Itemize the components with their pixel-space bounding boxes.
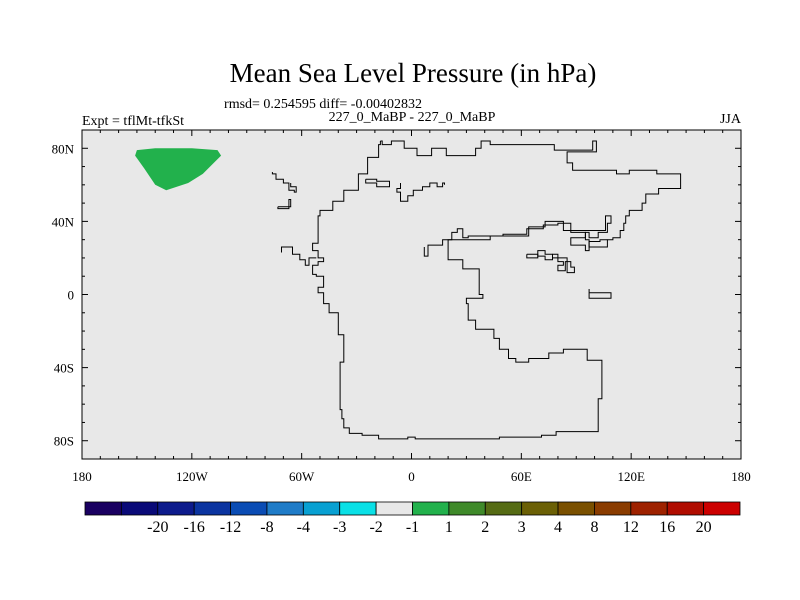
x-tick-label: 60E [511,469,532,484]
y-tick-label: 80N [52,141,75,156]
colorbar-label: 2 [481,519,489,536]
colorbar-swatch [703,501,741,516]
tethys-inner-coastline [423,222,608,257]
x-axis: 180 120W 60W 0 60E 120E 180 [72,130,751,484]
colorbar-swatch [120,501,159,516]
colorbar-swatch [630,501,668,516]
colorbar-label: 3 [518,519,526,536]
stats-label: rmsd= 0.254595 diff= -0.00402832 [224,97,422,112]
colorbar-label: -1 [406,519,419,536]
colorbar-swatch [157,501,195,516]
y-tick-label: 40N [52,214,75,229]
colorbar-swatch [230,501,268,516]
colorbar-swatch [666,501,705,516]
positive-anomaly-region [135,148,222,191]
period-label: 227_0_MaBP - 227_0_MaBP [329,110,496,125]
season-label: JJA [720,112,742,127]
x-tick-label: 180 [731,469,751,484]
chart-title: Mean Sea Level Pressure (in hPa) [230,58,597,88]
west-isle-small [277,199,292,210]
colorbar-label: 20 [696,519,712,536]
north-island-b [396,182,445,202]
west-islands [271,172,297,193]
coastline-layer [271,140,682,440]
colorbar-label: 1 [445,519,453,536]
colorbar: -20 -16 -12 -8 -4 -3 -2 -1 1 2 3 4 8 12 16 20 [84,501,741,536]
colorbar-swatch [193,501,231,516]
x-tick-label: 120W [176,469,209,484]
island-east-1 [526,253,539,259]
west-coast-strip [281,246,317,266]
x-tick-label: 120E [617,469,645,484]
x-tick-label: 180 [72,469,92,484]
colorbar-swatch [375,501,413,516]
colorbar-swatch [302,501,341,516]
y-tick-label: 40S [54,361,74,376]
colorbar-swatch [521,501,559,516]
experiment-label: Expt = tflMt-tfkSt [82,114,184,129]
southern-ocean-island [588,289,612,299]
colorbar-label: -12 [220,519,241,536]
colorbar-label: 12 [623,519,639,536]
colorbar-label: -2 [369,519,382,536]
colorbar-swatch [266,501,304,516]
colorbar-label: -3 [333,519,346,536]
colorbar-swatch [339,501,377,516]
x-tick-label: 0 [408,469,415,484]
x-tick-label: 60W [289,469,315,484]
inner-sea-islands [552,253,575,274]
anomaly-layer [135,148,222,191]
colorbar-label: -20 [147,519,168,536]
colorbar-swatch [557,501,595,516]
colorbar-label: 4 [554,519,562,536]
y-tick-label: 0 [68,288,75,303]
y-axis: 80N 40N 0 40S 80S [52,129,741,460]
colorbar-swatch [448,501,486,516]
colorbar-swatch [412,501,450,516]
colorbar-label: 16 [659,519,675,536]
colorbar-label: -8 [260,519,273,536]
colorbar-label: -16 [184,519,205,536]
colorbar-swatch [594,501,632,516]
map-background [82,130,741,459]
colorbar-label: -4 [297,519,310,536]
y-tick-label: 80S [54,434,74,449]
colorbar-swatch [84,501,122,516]
north-island-a [365,178,390,188]
colorbar-label: 8 [590,519,598,536]
colorbar-swatch [484,501,523,516]
pangea-coastline [312,140,682,440]
